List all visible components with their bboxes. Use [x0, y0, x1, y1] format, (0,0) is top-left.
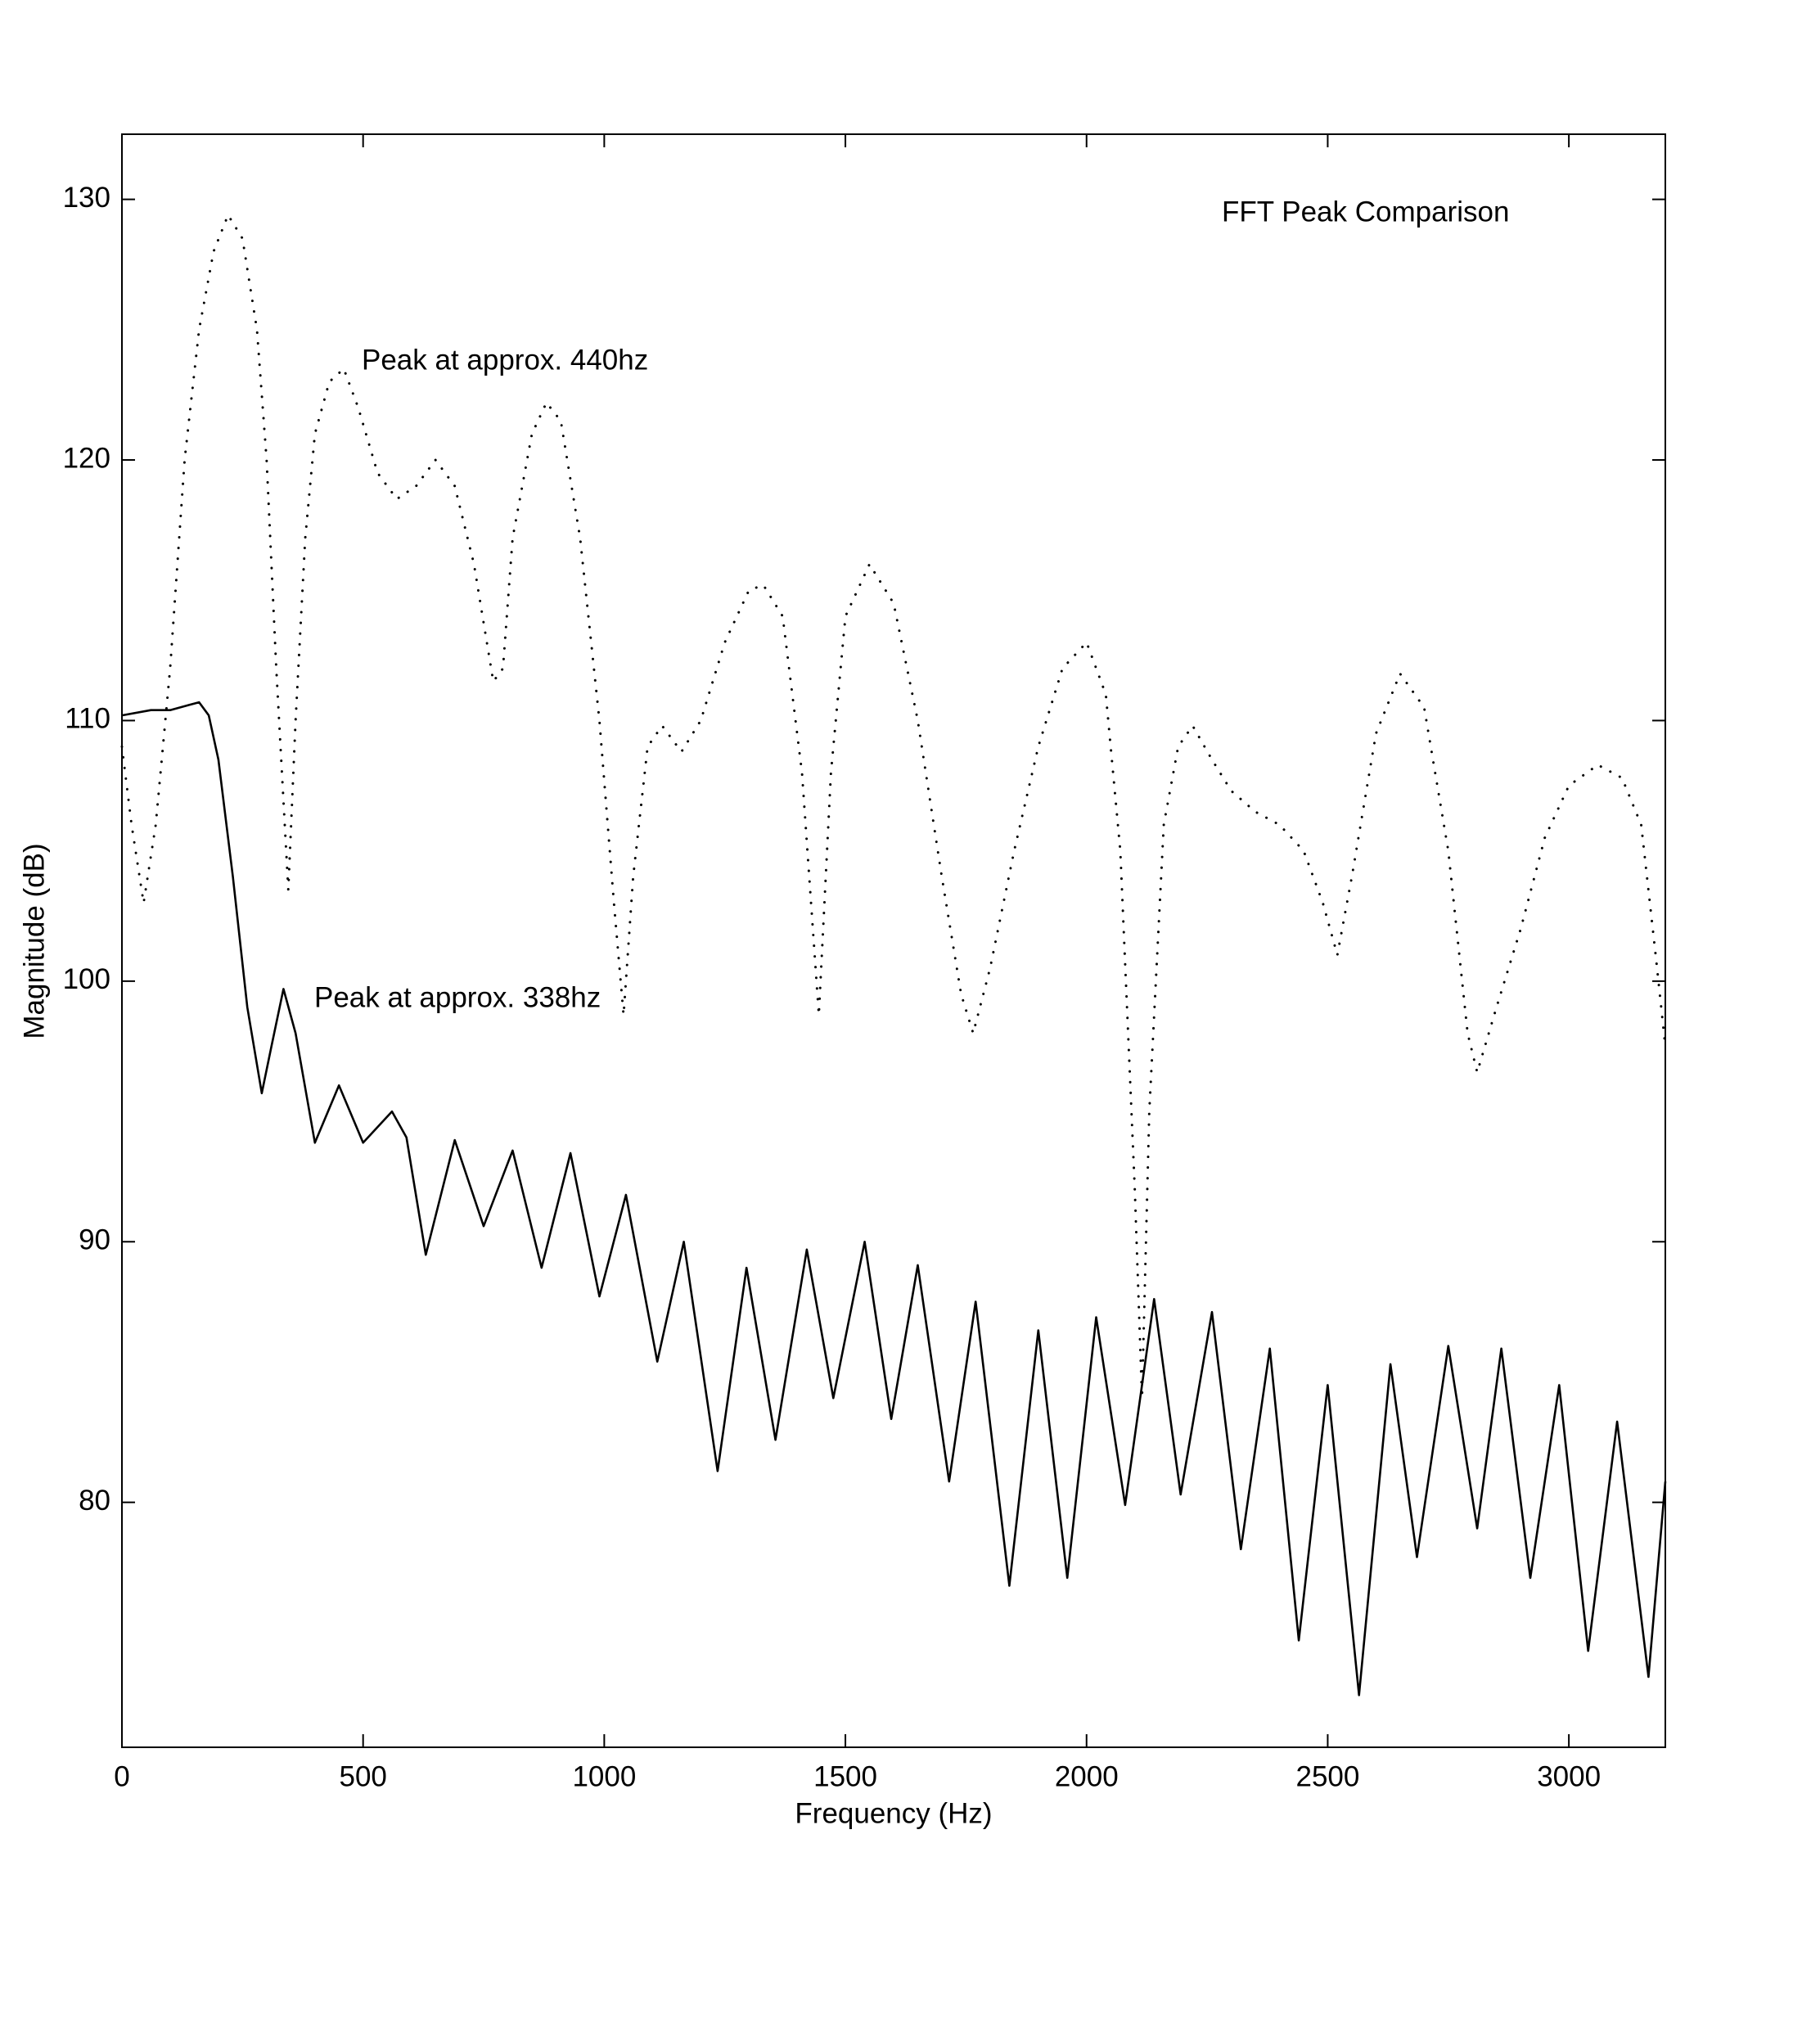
- x-tick-label: 500: [339, 1760, 386, 1792]
- y-tick-label: 80: [79, 1485, 110, 1517]
- chart-title: FFT Peak Comparison: [1222, 196, 1509, 228]
- x-tick-label: 3000: [1537, 1760, 1601, 1792]
- line-series: [121, 701, 1667, 1697]
- x-tick-label: 2500: [1296, 1760, 1360, 1792]
- x-tick-label: 1000: [572, 1760, 636, 1792]
- y-tick-label: 100: [63, 963, 110, 995]
- annotation: Peak at approx. 440hz: [362, 344, 648, 376]
- x-tick-label: 0: [114, 1760, 129, 1792]
- annotation: Peak at approx. 338hz: [314, 981, 601, 1013]
- x-axis-label: Frequency (Hz): [795, 1797, 992, 1829]
- x-tick-label: 2000: [1055, 1760, 1119, 1792]
- line-series: [120, 214, 1667, 1399]
- y-tick-label: 110: [65, 703, 110, 735]
- plot-frame: [121, 133, 1666, 1748]
- y-tick-label: 90: [79, 1224, 110, 1256]
- y-axis-label: Magnitude (dB): [18, 843, 50, 1039]
- x-tick-label: 1500: [813, 1760, 877, 1792]
- y-tick-label: 120: [63, 442, 110, 474]
- y-tick-label: 130: [63, 182, 110, 214]
